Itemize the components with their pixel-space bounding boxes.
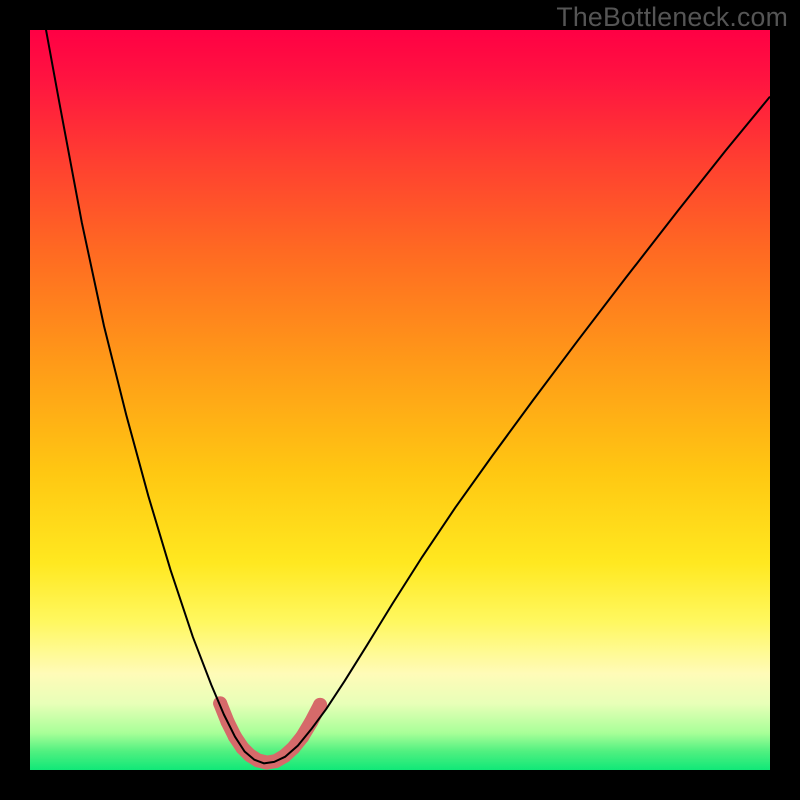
chart-svg [0, 0, 800, 800]
watermark-text: TheBottleneck.com [556, 2, 788, 33]
chart-frame: TheBottleneck.com [0, 0, 800, 800]
